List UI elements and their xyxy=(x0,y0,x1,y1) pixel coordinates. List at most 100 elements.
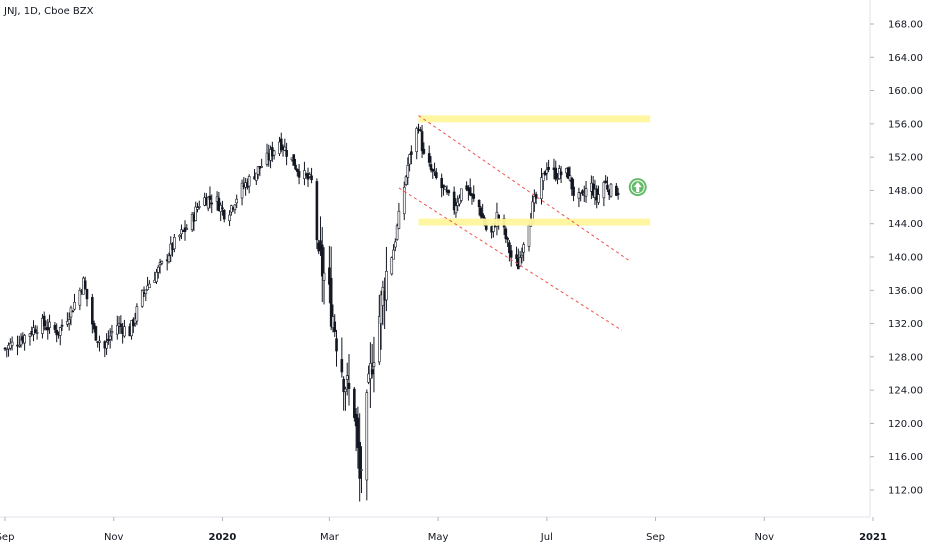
candle xyxy=(581,189,584,196)
candle xyxy=(472,185,476,202)
candle xyxy=(606,176,609,193)
candle xyxy=(235,194,239,208)
price-tick-label: 148.00 xyxy=(888,186,923,197)
candle xyxy=(190,211,194,233)
candle xyxy=(194,201,198,222)
candle xyxy=(533,189,536,212)
candle xyxy=(435,168,438,180)
candle xyxy=(240,179,244,206)
candle xyxy=(545,162,549,181)
candle xyxy=(105,333,108,355)
candle xyxy=(340,337,344,378)
candle xyxy=(35,325,39,340)
candle xyxy=(395,223,399,241)
candle xyxy=(233,203,237,214)
up-arrow-circle-icon[interactable] xyxy=(628,178,647,197)
candle xyxy=(115,315,119,340)
candle xyxy=(522,242,525,262)
candle xyxy=(329,246,333,331)
channel-upper-line[interactable] xyxy=(418,115,630,261)
price-tick-label: 116.00 xyxy=(888,452,923,463)
price-tick-label: 152.00 xyxy=(888,153,923,164)
candle xyxy=(427,145,431,167)
candle xyxy=(73,293,76,311)
candle xyxy=(420,125,424,158)
time-axis[interactable]: Sep Nov 2020 Mar May Jul Sep Nov 2021 xyxy=(0,516,887,543)
candle xyxy=(440,173,443,198)
candle xyxy=(342,376,345,411)
candle xyxy=(33,325,37,334)
candle xyxy=(422,142,426,155)
candle xyxy=(333,314,337,337)
candle xyxy=(458,194,461,207)
candle xyxy=(418,126,422,132)
candle xyxy=(602,180,606,207)
price-tick-label: 136.00 xyxy=(888,286,923,297)
candle xyxy=(584,180,588,203)
support-zone[interactable] xyxy=(418,218,651,226)
candle xyxy=(616,187,620,200)
candle xyxy=(247,174,251,194)
candle xyxy=(410,145,413,165)
price-tick-label: 120.00 xyxy=(888,419,923,430)
candle xyxy=(443,185,447,190)
candle xyxy=(429,156,433,173)
candle xyxy=(92,320,96,333)
candle xyxy=(272,149,276,160)
candle xyxy=(527,223,531,252)
candle xyxy=(541,172,545,191)
candle xyxy=(173,233,176,253)
candle xyxy=(10,336,14,351)
candle xyxy=(160,260,164,266)
candle xyxy=(390,256,394,276)
candle xyxy=(310,167,313,184)
candle xyxy=(404,175,408,187)
candle xyxy=(303,161,306,186)
candle xyxy=(155,268,158,285)
symbol-title: JNJ, 1D, Cboe BZX xyxy=(4,6,94,17)
candle xyxy=(260,158,263,168)
candle xyxy=(285,142,288,166)
candle xyxy=(397,202,401,230)
channel-lower-line[interactable] xyxy=(398,187,622,331)
price-tick-label: 112.00 xyxy=(888,486,923,497)
candle xyxy=(572,178,575,202)
candle xyxy=(385,246,388,312)
resistance-zone[interactable] xyxy=(418,115,651,123)
price-tick-label: 128.00 xyxy=(888,352,923,363)
candle xyxy=(197,200,201,210)
price-axis[interactable]: 112.00 116.00 120.00 124.00 128.00 132.00 136.… xyxy=(869,0,923,517)
candle xyxy=(283,138,287,152)
candle xyxy=(206,196,210,212)
price-tick-label: 140.00 xyxy=(888,253,923,264)
zones-layer xyxy=(418,115,651,226)
candle xyxy=(83,276,87,290)
candle xyxy=(540,168,543,205)
candle xyxy=(468,178,472,197)
candle xyxy=(210,194,214,214)
candle xyxy=(296,168,299,177)
candle xyxy=(370,343,374,379)
candle xyxy=(442,184,445,196)
candle xyxy=(306,167,310,187)
candle xyxy=(78,287,82,311)
candle xyxy=(196,202,199,213)
candle xyxy=(597,185,600,205)
candle xyxy=(570,177,574,196)
candle xyxy=(19,333,23,348)
candle xyxy=(178,234,181,241)
candle xyxy=(228,210,231,227)
candle xyxy=(509,244,513,267)
candle xyxy=(219,202,222,222)
time-tick-label: Mar xyxy=(320,532,340,543)
candle xyxy=(365,389,369,501)
time-tick-label: 2020 xyxy=(209,532,237,543)
candle xyxy=(48,314,51,334)
candle xyxy=(358,413,361,502)
candle xyxy=(547,159,550,173)
candle xyxy=(230,204,233,216)
candle xyxy=(328,245,331,304)
candle xyxy=(335,329,338,367)
